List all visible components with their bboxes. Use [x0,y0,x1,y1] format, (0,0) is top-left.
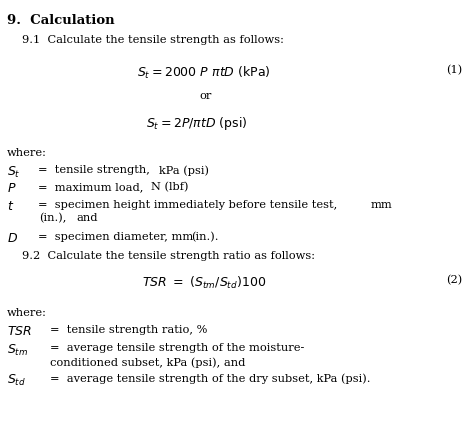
Text: =  tensile strength ratio, %: = tensile strength ratio, % [50,324,207,334]
Text: or: or [200,91,212,101]
Text: 9.  Calculation: 9. Calculation [7,14,115,27]
Text: =  specimen diameter, mm: = specimen diameter, mm [38,231,197,242]
Text: (1): (1) [446,65,462,75]
Text: (in.),: (in.), [39,213,66,223]
Text: =  average tensile strength of the dry subset, kPa (psi).: = average tensile strength of the dry su… [50,372,371,383]
Text: $S_t$: $S_t$ [7,164,21,180]
Text: where:: where: [7,307,47,317]
Text: (2): (2) [446,274,462,285]
Text: =  average tensile strength of the moisture-: = average tensile strength of the moistu… [50,342,304,352]
Text: $D$: $D$ [7,231,18,245]
Text: $S_{tm}$: $S_{tm}$ [7,342,28,357]
Text: $S_t = 2000\ P\ \pi tD\ \mathrm{(kPa)}$: $S_t = 2000\ P\ \pi tD\ \mathrm{(kPa)}$ [137,65,271,81]
Text: $S_{td}$: $S_{td}$ [7,372,26,387]
Text: =  specimen height immediately before tensile test,: = specimen height immediately before ten… [38,199,341,210]
Text: =  tensile strength,: = tensile strength, [38,164,154,175]
Text: 9.1  Calculate the tensile strength as follows:: 9.1 Calculate the tensile strength as fo… [22,35,284,45]
Text: (in.).: (in.). [191,231,219,242]
Text: $S_t = 2P/\pi tD\ \mathrm{(psi)}$: $S_t = 2P/\pi tD\ \mathrm{(psi)}$ [146,115,248,132]
Text: $P$: $P$ [7,181,17,195]
Text: $TSR$: $TSR$ [7,324,32,337]
Text: mm: mm [371,199,393,210]
Text: =  maximum load,: = maximum load, [38,181,147,192]
Text: $t$: $t$ [7,199,14,213]
Text: N (lbf): N (lbf) [151,181,189,192]
Text: where:: where: [7,148,47,158]
Text: conditioned subset, kPa (psi), and: conditioned subset, kPa (psi), and [50,356,246,367]
Text: kPa (psi): kPa (psi) [159,164,209,175]
Text: and: and [76,213,98,222]
Text: $TSR\ =\ (S_{tm}/S_{td})100$: $TSR\ =\ (S_{tm}/S_{td})100$ [142,274,266,291]
Text: 9.2  Calculate the tensile strength ratio as follows:: 9.2 Calculate the tensile strength ratio… [22,250,315,260]
